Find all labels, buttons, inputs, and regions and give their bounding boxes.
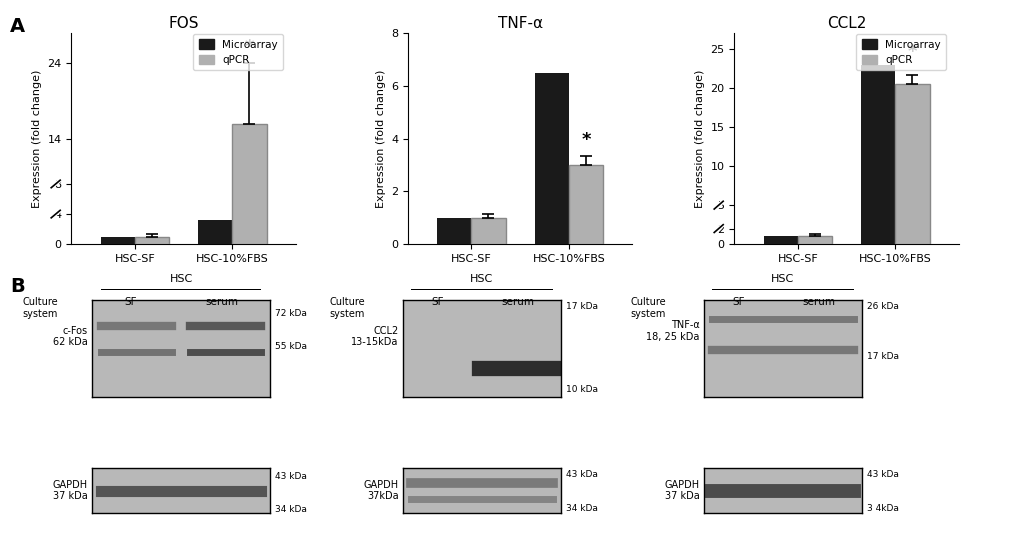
Text: 26 kDa: 26 kDa	[866, 302, 898, 311]
Text: *: *	[245, 38, 254, 56]
Text: GAPDH
37 kDa: GAPDH 37 kDa	[664, 480, 699, 501]
Bar	[534, 73, 569, 244]
Text: TNF-α
18, 25 kDa: TNF-α 18, 25 kDa	[646, 320, 699, 341]
Y-axis label: Expression (fold change): Expression (fold change)	[375, 69, 385, 208]
Title: TNF-α: TNF-α	[497, 16, 542, 31]
Legend: Microarray, qPCR: Microarray, qPCR	[856, 34, 946, 70]
Text: A: A	[10, 17, 25, 36]
Text: 43 kDa: 43 kDa	[866, 470, 898, 479]
Bar	[101, 236, 135, 244]
Bar	[569, 165, 602, 244]
Text: CCL2
13-15kDa: CCL2 13-15kDa	[352, 326, 398, 347]
Title: FOS: FOS	[168, 16, 199, 31]
Text: serum: serum	[206, 297, 238, 307]
Text: 3 4kDa: 3 4kDa	[866, 504, 898, 513]
Bar	[437, 218, 471, 244]
Text: SF: SF	[431, 297, 443, 307]
Text: Culture
system: Culture system	[22, 297, 58, 319]
Title: CCL2: CCL2	[826, 16, 865, 31]
Text: 43 kDa: 43 kDa	[566, 470, 597, 479]
Text: SF: SF	[124, 297, 138, 307]
Text: HSC: HSC	[169, 274, 193, 284]
Y-axis label: Expression (fold change): Expression (fold change)	[694, 69, 704, 208]
Bar	[895, 84, 928, 244]
Text: HSC: HSC	[770, 274, 794, 284]
Bar	[763, 236, 797, 244]
Bar	[198, 220, 232, 244]
Text: 17 kDa: 17 kDa	[866, 351, 898, 361]
Text: Culture
system: Culture system	[329, 297, 365, 319]
Text: GAPDH
37 kDa: GAPDH 37 kDa	[53, 480, 88, 501]
Y-axis label: Expression (fold change): Expression (fold change)	[32, 69, 42, 208]
Text: 43 kDa: 43 kDa	[275, 472, 307, 482]
Text: 34 kDa: 34 kDa	[566, 504, 597, 513]
Text: 10 kDa: 10 kDa	[566, 385, 597, 393]
Text: 34 kDa: 34 kDa	[275, 505, 307, 514]
Bar	[860, 64, 895, 244]
Text: *: *	[907, 43, 916, 60]
Text: HSC: HSC	[470, 274, 493, 284]
Text: serum: serum	[802, 297, 835, 307]
Text: B: B	[10, 278, 24, 296]
Text: 17 kDa: 17 kDa	[566, 302, 597, 311]
Bar	[232, 124, 266, 244]
Text: serum: serum	[501, 297, 534, 307]
Text: 55 kDa: 55 kDa	[275, 342, 307, 351]
Bar	[797, 236, 832, 244]
Text: Culture
system: Culture system	[630, 297, 665, 319]
Text: GAPDH
37kDa: GAPDH 37kDa	[364, 480, 398, 501]
Text: 72 kDa: 72 kDa	[275, 309, 307, 318]
Legend: Microarray, qPCR: Microarray, qPCR	[194, 34, 283, 70]
Bar	[471, 218, 505, 244]
Bar	[135, 236, 169, 244]
Text: *: *	[581, 132, 590, 149]
Text: SF: SF	[732, 297, 744, 307]
Text: c-Fos
62 kDa: c-Fos 62 kDa	[53, 326, 88, 347]
